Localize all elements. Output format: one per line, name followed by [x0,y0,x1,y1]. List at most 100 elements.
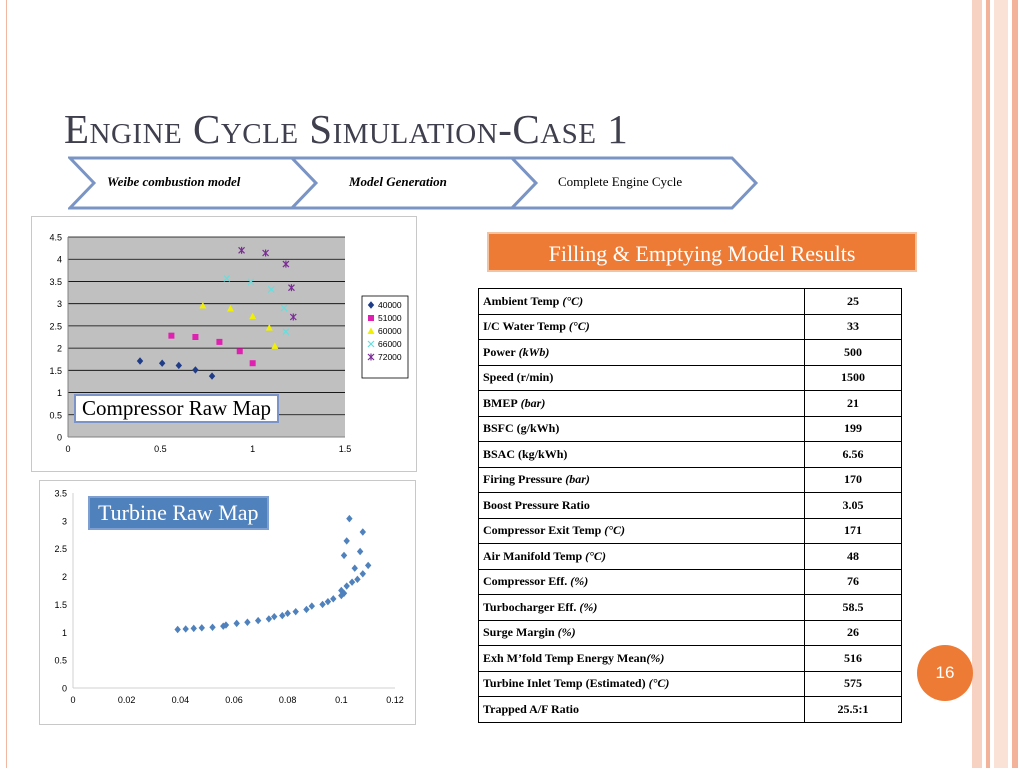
y-tick-label: 2.5 [54,544,67,554]
data-point [262,249,270,257]
results-row: Trapped A/F Ratio 25.5:1 [478,696,902,723]
results-row: Speed (r/min) 1500 [478,364,902,391]
legend-label: 60000 [378,326,402,336]
data-point [356,547,364,556]
data-point [267,286,275,293]
results-row: Compressor Exit Temp (°C) 171 [478,517,902,544]
data-point [359,528,366,536]
data-point [174,625,181,634]
data-point [351,564,358,572]
data-point [190,624,197,633]
data-point [175,361,182,370]
data-point [282,328,290,336]
parameter-unit: (kWb) [515,344,550,359]
parameter-name: BMEP [483,395,518,410]
data-point [265,324,273,331]
data-point [340,551,348,560]
x-tick-label: 0.12 [386,695,404,705]
results-row: Turbocharger Eff. (%) 58.5 [478,594,902,621]
y-tick-label: 0.5 [54,656,67,666]
compressor-map-label: Compressor Raw Map [74,394,279,423]
data-point [136,357,144,365]
parameter-value: 6.56 [804,441,902,468]
parameter-unit: (%) [554,625,576,640]
parameter-value: 58.5 [804,594,902,621]
legend-marker [367,301,375,309]
results-row: Exh M’fold Temp Energy Mean(%) 516 [478,645,902,672]
results-row: Ambient Temp (°C) 25 [478,288,902,315]
legend-label: 40000 [378,300,402,310]
parameter-value: 171 [804,517,902,544]
y-tick-label: 4.5 [49,233,62,243]
parameter-name: Ambient Temp [483,293,560,308]
data-point [227,305,235,312]
parameter-name: Firing Pressure [483,472,563,487]
y-tick-label: 1 [57,388,62,398]
data-point [199,301,207,309]
y-tick-label: 0 [62,684,67,694]
data-point [343,537,350,545]
data-point [338,586,345,595]
results-parameter: Turbocharger Eff. (%) [478,594,805,621]
turbine-map-label: Turbine Raw Map [88,496,269,530]
data-point [292,607,299,616]
data-point [330,595,337,603]
y-tick-label: 4 [57,255,62,265]
data-point [354,575,361,584]
data-point [222,621,230,629]
legend-label: 72000 [378,352,402,362]
y-tick-label: 0 [57,433,62,443]
parameter-unit: (°C) [601,523,626,538]
parameter-unit: (bar) [517,395,546,410]
parameter-unit: (%) [646,650,665,665]
results-row: Boost Pressure Ratio 3.05 [478,492,902,519]
data-point [254,616,262,625]
parameter-name: Power [483,344,516,359]
parameter-name: Speed (r/min) [483,370,554,385]
data-point [279,611,286,620]
data-point [223,274,231,282]
x-tick-label: 0.06 [225,695,243,705]
parameter-value: 21 [804,390,902,417]
legend-marker [367,353,375,361]
parameter-value: 33 [804,313,902,340]
x-tick-label: 0.04 [172,695,190,705]
results-row: BMEP (bar) 21 [478,390,902,417]
y-tick-label: 1.5 [54,600,67,610]
results-row: Firing Pressure (bar) 170 [478,466,902,493]
data-point [348,578,356,586]
data-point [359,570,366,578]
results-parameter: Ambient Temp (°C) [478,288,805,315]
data-point [168,332,175,339]
data-point [244,618,251,626]
x-tick-label: 1.5 [339,444,352,454]
data-point [282,260,290,268]
turbine-map-chart: 0 0.5 1 1.5 2 2.5 3 3.5 0 0.02 0.04 0.06 0.08 0.1 0.12 [54,489,404,706]
y-tick-label: 3.5 [54,489,67,499]
results-row: Air Manifold Temp (°C) 48 [478,543,902,570]
y-tick-label: 3.5 [49,277,62,287]
results-parameter: Surge Margin (%) [478,619,805,646]
parameter-value: 25 [804,288,902,315]
parameter-unit: (°C) [645,676,670,691]
parameter-name: Trapped A/F Ratio [483,701,580,716]
results-row: Turbine Inlet Temp (Estimated) (°C) 575 [478,670,902,697]
parameter-unit: (°C) [559,293,584,308]
data-point [271,612,278,621]
parameter-value: 1500 [804,364,902,391]
results-row: Compressor Eff. (%) 76 [478,568,902,595]
parameter-name: Surge Margin [483,625,555,640]
results-table: Ambient Temp (°C) 25 I/C Water Temp (°C) 33… [478,288,902,723]
data-point [271,342,279,349]
right-decorative-stripes [972,0,1024,768]
legend-marker [367,340,375,348]
results-parameter: BSFC (g/kWh) [478,415,805,442]
results-parameter: Boost Pressure Ratio [478,492,805,519]
y-tick-label: 3 [62,516,67,526]
results-parameter: BSAC (kg/kWh) [478,441,805,468]
data-point [343,582,350,590]
parameter-value: 76 [804,568,902,595]
parameter-value: 48 [804,543,902,570]
results-parameter: Power (kWb) [478,339,805,366]
parameter-unit: (°C) [565,319,590,334]
